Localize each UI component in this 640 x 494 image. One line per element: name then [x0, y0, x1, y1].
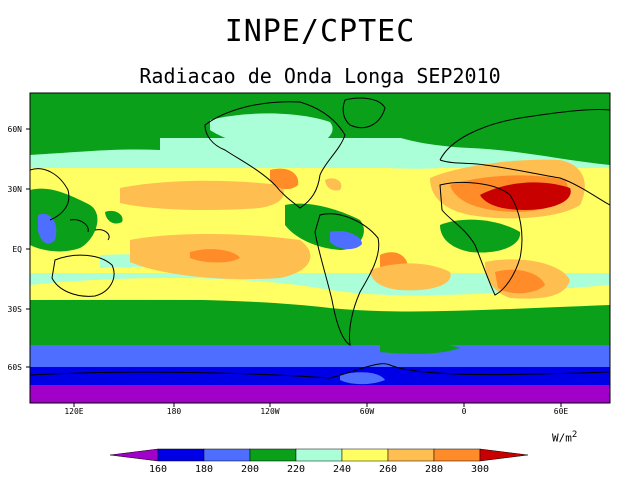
map-frame [29, 92, 611, 404]
legend-label: 280 [425, 464, 443, 475]
color-legend: 160 180 200 220 240 260 280 300 [109, 448, 529, 475]
chart-subtitle: Radiacao de Onda Longa SEP2010 [139, 64, 501, 88]
units-exponent: 2 [571, 430, 578, 440]
coastlines [30, 97, 610, 379]
legend-swatch [295, 448, 343, 462]
legend-swatch [203, 448, 251, 462]
legend-label: 300 [471, 464, 489, 475]
lon-tick-label: 0 [462, 407, 467, 416]
lat-tick-label: 30N [8, 185, 23, 194]
chart-title: INPE/CPTEC [224, 14, 416, 49]
legend-label: 160 [149, 464, 167, 475]
legend-label: 220 [287, 464, 305, 475]
lat-tick-label: 60N [8, 125, 23, 134]
latitude-axis: 60N 30N EQ 30S 60S [8, 125, 30, 372]
legend-swatch [479, 448, 529, 462]
lat-tick-label: 30S [8, 305, 23, 314]
legend-swatch [157, 448, 205, 462]
lon-tick-label: 60W [360, 407, 375, 416]
units-base: W/m [552, 431, 572, 445]
lon-tick-label: 120W [260, 407, 279, 416]
lon-tick-label: 180 [167, 407, 182, 416]
legend-swatch [387, 448, 435, 462]
lon-tick-label: 120E [64, 407, 83, 416]
legend-swatch [433, 448, 481, 462]
units-label: W/m2 [552, 430, 577, 445]
legend-label: 180 [195, 464, 213, 475]
lat-tick-label: EQ [12, 245, 22, 254]
legend-label: 240 [333, 464, 351, 475]
legend-label: 260 [379, 464, 397, 475]
longitude-axis: 120E 180 120W 60W 0 60E [64, 403, 568, 416]
lat-tick-label: 60S [8, 363, 23, 372]
legend-swatch [341, 448, 389, 462]
lon-tick-label: 60E [554, 407, 569, 416]
legend-label: 200 [241, 464, 259, 475]
olr-field [30, 93, 610, 403]
legend-swatch [109, 448, 159, 462]
legend-swatch [249, 448, 297, 462]
